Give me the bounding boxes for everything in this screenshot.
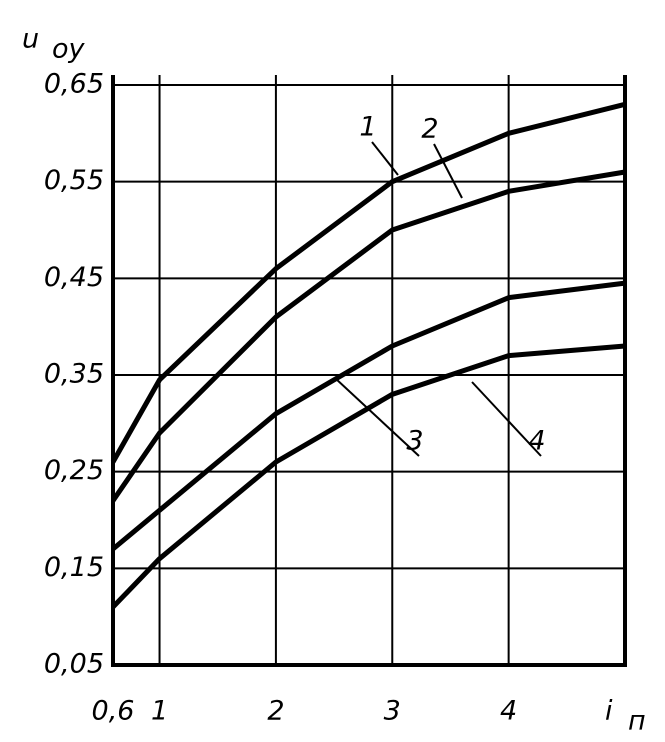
x-tick-label: 3: [384, 696, 401, 727]
y-tick-label: 0,35: [44, 359, 104, 390]
series-label: 1: [359, 112, 376, 143]
line-series: [110, 101, 626, 464]
y-tick-label: 0,65: [44, 69, 104, 100]
x-axis-label: i: [605, 696, 613, 727]
y-tick-label: 0,55: [44, 165, 104, 196]
series-label: 4: [528, 426, 545, 457]
x-tick-label: 2: [267, 696, 284, 727]
line-series: [110, 169, 626, 503]
leader-line: [433, 143, 463, 199]
line-series: [111, 280, 626, 551]
series-label: 3: [406, 426, 423, 457]
leader-line: [334, 377, 420, 457]
line-series: [111, 343, 626, 609]
series-label: 2: [421, 114, 438, 145]
x-tick-label: 0,6: [92, 696, 135, 727]
x-tick-label: 1: [151, 696, 168, 727]
leader-line: [371, 141, 399, 176]
x-tick-label: 4: [500, 696, 517, 727]
y-tick-label: 0,05: [44, 649, 104, 680]
x-axis-label-sub: п: [628, 706, 646, 737]
y-tick-label: 0,45: [44, 262, 104, 293]
y-tick-label: 0,15: [44, 552, 104, 583]
y-tick-label: 0,25: [44, 455, 104, 486]
plot-frame: [111, 75, 627, 667]
y-axis-label-sub: оу: [52, 34, 86, 65]
y-axis-label: u: [22, 24, 39, 55]
leader-line: [471, 381, 542, 457]
